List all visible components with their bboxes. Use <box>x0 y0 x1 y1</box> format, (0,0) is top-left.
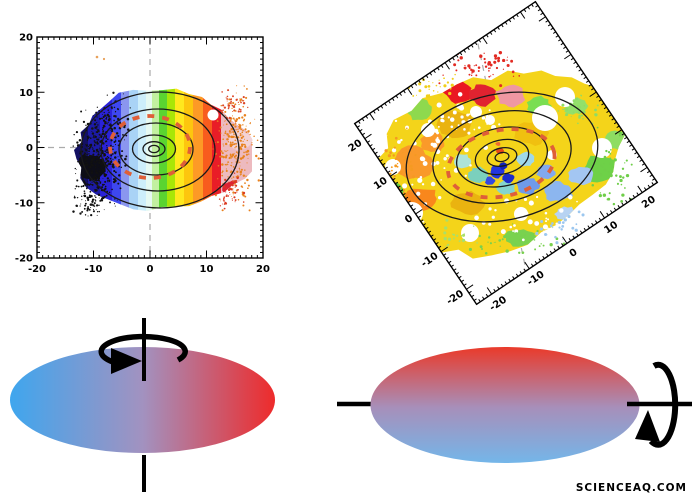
x-tick-label: 20 <box>640 194 658 211</box>
disk-gradient-ellipse-face-on <box>10 347 275 453</box>
stray-dot <box>95 55 99 59</box>
y-tick-label: 10 <box>372 175 390 192</box>
rotation-arrow-head <box>635 410 660 442</box>
stray-dot <box>102 57 106 61</box>
x-tick-label: 0 <box>568 247 580 260</box>
x-tick-label: -20 <box>28 264 46 275</box>
masked-spot <box>207 109 219 121</box>
x-tick-label: -20 <box>488 294 509 313</box>
y-tick-label: -10 <box>419 251 440 270</box>
x-axis-labels-face-on: -20 -10 0 10 20 <box>28 264 270 275</box>
isophote-contours-inclined <box>405 91 599 223</box>
y-tick-label: 10 <box>19 88 33 99</box>
core-dashed-ellipse-inclined <box>446 127 557 200</box>
rotation-arrow-loop <box>98 333 188 365</box>
rotation-arrow-head <box>111 348 142 374</box>
axis-ticks-face-on <box>36 36 264 259</box>
rotation-arrow-loop <box>648 361 679 448</box>
y-axis-labels-face-on: 20 10 0 -10 -20 <box>15 33 33 265</box>
y-tick-label: 0 <box>26 143 33 154</box>
face-on-velocity-map-panel: 20 10 0 -10 -20 -20 -10 0 10 20 <box>15 33 270 276</box>
y-tick-label: 0 <box>403 213 415 226</box>
speckle-halo-inclined <box>358 50 633 255</box>
disk-schematic-face-on <box>10 318 275 492</box>
y-tick-label: -10 <box>15 198 33 209</box>
x-tick-label: 20 <box>256 264 270 275</box>
y-tick-label: -20 <box>445 288 466 307</box>
watermark-text: SCIENCEAQ.COM <box>576 482 687 494</box>
disk-schematic-edge-on <box>337 347 692 463</box>
x-tick-label: 0 <box>147 264 154 275</box>
disk-gradient-ellipse-edge-on <box>370 347 640 463</box>
core-dashed-ellipse-face-on <box>108 114 192 180</box>
x-tick-label: 10 <box>200 264 214 275</box>
y-tick-label: -20 <box>15 254 33 265</box>
x-tick-label: -10 <box>84 264 102 275</box>
inclined-velocity-map-panel: 20 10 0 -10 -20 -20 -10 0 10 20 <box>347 0 659 314</box>
isophote-contours-face-on <box>80 91 240 209</box>
x-tick-label: 10 <box>602 219 620 236</box>
axis-ticks-inclined <box>354 1 658 305</box>
x-tick-label: -10 <box>525 269 546 288</box>
y-tick-label: 20 <box>347 138 365 155</box>
y-tick-label: 20 <box>19 33 33 44</box>
